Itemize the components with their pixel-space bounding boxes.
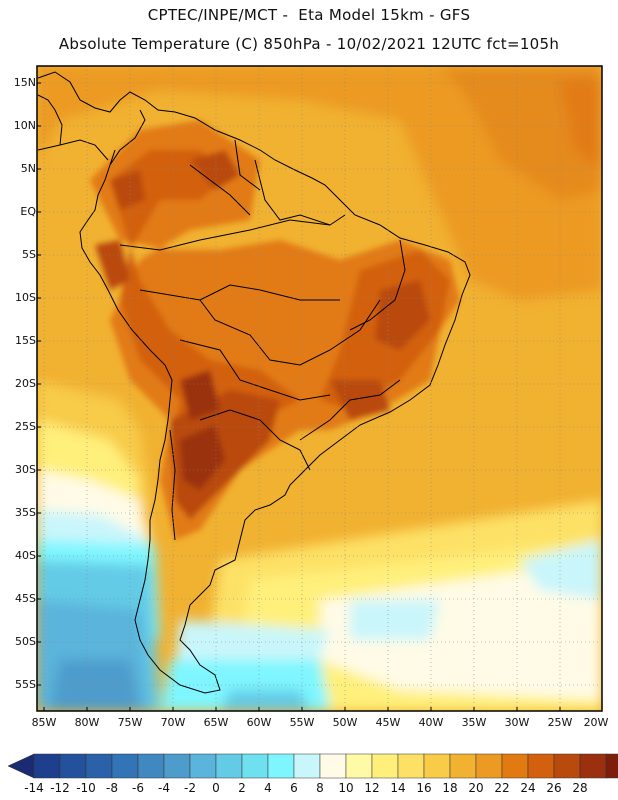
colorbar-swatch: [293, 753, 321, 779]
colorbar-label: 4: [264, 781, 272, 795]
colorbar-label: -14: [24, 781, 44, 795]
colorbar-label: -10: [76, 781, 96, 795]
colorbar-swatch: [527, 753, 555, 779]
lat-label: 5N: [20, 162, 36, 175]
colorbar-swatch: [163, 753, 191, 779]
colorbar-label: 0: [212, 781, 220, 795]
colorbar-swatch: [319, 753, 347, 779]
colorbar-label: 18: [442, 781, 458, 795]
lat-label: 15N: [13, 76, 36, 89]
colorbar-swatch: [397, 753, 425, 779]
coastlines: [37, 71, 471, 694]
colorbar-swatch: [33, 753, 61, 779]
lon-label: 30W: [504, 716, 530, 729]
title-line-1: CPTEC/INPE/MCT - Eta Model 15km - GFS: [147, 6, 471, 24]
axis-ticks: [37, 82, 561, 711]
lon-label: 60W: [246, 716, 272, 729]
colorbar-swatch: [371, 753, 399, 779]
colorbar-label: -4: [158, 781, 170, 795]
lon-label: 50W: [332, 716, 358, 729]
lat-label: 10S: [15, 291, 36, 304]
map-frame: [36, 65, 603, 712]
temperature-field: [37, 66, 602, 711]
lat-label: 20S: [15, 377, 36, 390]
lon-label: 35W: [461, 716, 487, 729]
lon-label: 25W: [547, 716, 573, 729]
lat-label: EQ: [20, 205, 36, 218]
lat-label: 55S: [15, 678, 36, 691]
lon-label: 65W: [203, 716, 229, 729]
colorbar-label: 20: [468, 781, 484, 795]
colorbar-swatch: [553, 753, 581, 779]
colorbar-label: 22: [494, 781, 510, 795]
colorbar-label: 14: [390, 781, 406, 795]
colorbar-swatch: [605, 753, 618, 779]
lon-label: 55W: [289, 716, 315, 729]
colorbar-swatch: [501, 753, 529, 779]
lon-label: 40W: [418, 716, 444, 729]
lat-label: 35S: [15, 506, 36, 519]
lon-label: 75W: [117, 716, 143, 729]
colorbar-left-arrow: [7, 753, 35, 779]
lon-label: 20W: [583, 716, 609, 729]
colorbar-label: 26: [546, 781, 562, 795]
lon-label: 45W: [375, 716, 401, 729]
colorbar-label: 28: [572, 781, 588, 795]
colorbar-swatch: [579, 753, 607, 779]
lat-label: 25S: [15, 420, 36, 433]
colorbar-label: 12: [364, 781, 380, 795]
colorbar-swatch: [423, 753, 451, 779]
colorbar-label: 24: [520, 781, 536, 795]
colorbar-swatch: [215, 753, 243, 779]
lat-label: 45S: [15, 592, 36, 605]
lat-label: 15S: [15, 334, 36, 347]
colorbar-label: 6: [290, 781, 298, 795]
lon-label: 80W: [74, 716, 100, 729]
colorbar-swatch: [345, 753, 373, 779]
lon-label: 70W: [160, 716, 186, 729]
colorbar-swatch: [137, 753, 165, 779]
colorbar-label: -12: [50, 781, 70, 795]
lat-label: 5S: [22, 248, 36, 261]
colorbar-swatch: [59, 753, 87, 779]
colorbar-swatch: [267, 753, 295, 779]
colorbar-label: 2: [238, 781, 246, 795]
colorbar-label: 10: [338, 781, 354, 795]
colorbar-swatch: [189, 753, 217, 779]
lat-label: 50S: [15, 635, 36, 648]
lat-label: 10N: [13, 119, 36, 132]
colorbar-label: 8: [316, 781, 324, 795]
lat-label: 30S: [15, 463, 36, 476]
colorbar-swatch: [85, 753, 113, 779]
colorbar: [7, 753, 618, 779]
colorbar-swatch: [449, 753, 477, 779]
colorbar-label: -2: [184, 781, 196, 795]
colorbar-label: -8: [106, 781, 118, 795]
lon-label: 85W: [31, 716, 57, 729]
colorbar-label: 16: [416, 781, 432, 795]
lat-label: 40S: [15, 549, 36, 562]
colorbar-swatch: [475, 753, 503, 779]
colorbar-label: -6: [132, 781, 144, 795]
colorbar-swatch: [241, 753, 269, 779]
title-line-2: Absolute Temperature (C) 850hPa - 10/02/…: [58, 35, 560, 53]
colorbar-swatch: [111, 753, 139, 779]
